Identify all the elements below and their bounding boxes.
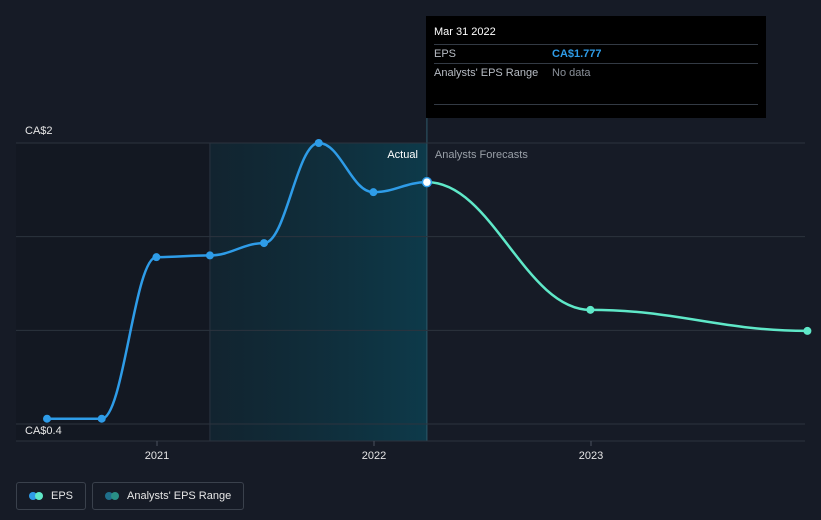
eps-chart: 2021 2022 2023 CA$2 CA$0.4 Actual Analysts For… [16, 16, 812, 462]
actual-region [209, 143, 427, 441]
eps-point [314, 139, 323, 147]
forecast-point [803, 326, 812, 335]
tooltip-range-row: Analysts' EPS Range No data [434, 63, 758, 82]
eps-line [47, 141, 427, 420]
eps-point [260, 239, 269, 248]
forecast-point [586, 305, 595, 314]
eps-point [205, 251, 214, 260]
eps-point [152, 253, 161, 262]
forecast-line [426, 180, 808, 333]
tooltip-date: Mar 31 2022 [434, 26, 496, 38]
tooltip-divider [434, 104, 758, 105]
legend-eps-button[interactable]: EPS [16, 482, 87, 510]
legend-eps-label: EPS [51, 490, 74, 502]
legend-range-button[interactable]: Analysts' EPS Range [92, 482, 245, 510]
legend: EPS Analysts' EPS Range [16, 482, 245, 510]
eps-point [97, 414, 106, 423]
y-min-label: CA$0.4 [25, 425, 62, 437]
x-tick-label: 2021 [145, 450, 169, 462]
x-tick-label: 2023 [579, 450, 603, 462]
range-legend-icon [105, 492, 120, 500]
forecast-dot-icon [35, 492, 43, 500]
tooltip-eps-label: EPS [434, 48, 457, 60]
tooltip-eps-value: CA$1.777 [552, 48, 602, 60]
eps-dot-icon [29, 492, 37, 500]
tooltip-eps-row: EPS CA$1.777 [434, 44, 758, 63]
past-background [16, 143, 210, 441]
x-tick-label: 2022 [362, 450, 386, 462]
tooltip-range-value: No data [552, 67, 591, 79]
tooltip: Mar 31 2022 EPS CA$1.777 Analysts' EPS R… [426, 16, 766, 118]
actual-region-label: Actual [387, 149, 418, 161]
forecast-region-label: Analysts Forecasts [435, 149, 528, 161]
range-dot-icon [105, 492, 114, 500]
y-max-label: CA$2 [25, 125, 53, 137]
eps-legend-icon [29, 492, 43, 500]
tooltip-range-label: Analysts' EPS Range [434, 67, 539, 79]
eps-point [43, 414, 52, 423]
highlighted-point [421, 176, 433, 188]
range-dot-icon-2 [111, 492, 120, 500]
eps-point [369, 188, 378, 197]
legend-range-label: Analysts' EPS Range [127, 490, 232, 502]
